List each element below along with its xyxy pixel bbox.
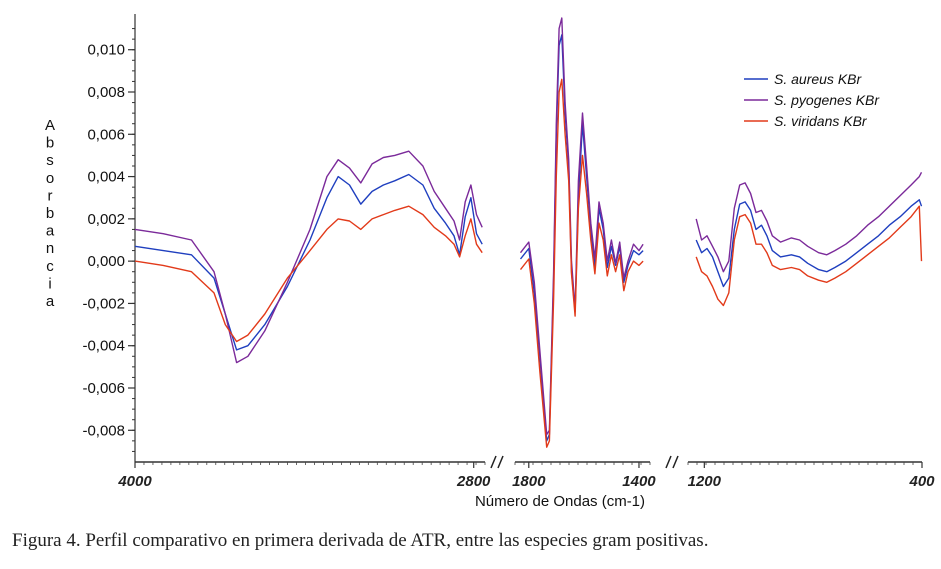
y-tick-label: 0,008 [87, 84, 125, 101]
series-line [134, 173, 483, 351]
y-tick-label: -0,006 [82, 380, 125, 397]
y-axis-title-letter: a [46, 293, 55, 310]
y-axis-title-letter: b [46, 135, 54, 152]
series-line [519, 78, 644, 448]
x-tick-label: 400 [908, 473, 935, 490]
break-slash [490, 455, 497, 469]
y-tick-label: -0,008 [82, 422, 125, 439]
figure-caption: Figura 4. Perfil comparativo en primera … [12, 530, 709, 551]
series-line [695, 205, 923, 307]
legend-label: S. viridans KBr [774, 113, 868, 129]
x-tick-label: 1200 [688, 473, 722, 490]
series-line [134, 205, 483, 343]
series-line [519, 34, 644, 442]
y-tick-label: -0,002 [82, 295, 125, 312]
legend-label: S. pyogenes KBr [774, 92, 880, 108]
break-slash [672, 455, 679, 469]
y-tick-label: -0,004 [82, 338, 125, 355]
x-tick-label: 2800 [456, 473, 491, 490]
y-axis-title-letter: r [48, 187, 53, 204]
y-tick-label: 0,002 [87, 211, 125, 228]
series-line [695, 199, 923, 288]
legend: S. aureus KBr S. pyogenes KBr S. viridans … [744, 71, 880, 129]
x-tick-label: 1400 [622, 473, 656, 490]
legend-label: S. aureus KBr [774, 71, 862, 87]
y-tick-label: 0,010 [87, 42, 125, 59]
y-axis-title-letter: b [46, 205, 54, 222]
y-tick-label: 0,006 [87, 126, 125, 143]
break-slash [497, 455, 504, 469]
y-tick-label: 0,000 [87, 253, 125, 270]
series-line [519, 17, 644, 436]
spectrum-chart: 0,010 0,008 0,006 0,004 0,002 0,000 -0,002 -0,0… [45, 14, 935, 510]
y-axis-title-letter: a [46, 223, 55, 240]
y-axis-title-letter: s [46, 152, 54, 169]
x-tick-label: 4000 [117, 473, 152, 490]
break-slash [665, 455, 672, 469]
x-axis-break-mark [665, 455, 679, 469]
y-axis-title-letter: A [45, 117, 55, 134]
x-axis-title: Número de Ondas (cm-1) [475, 493, 645, 510]
series-line [134, 150, 483, 364]
x-tick-label: 1800 [512, 473, 546, 490]
y-axis-title-letter: i [48, 275, 51, 292]
y-axis-title-letter: o [46, 170, 54, 187]
y-axis-title-letter: n [46, 240, 54, 257]
series-line [695, 171, 923, 273]
y-axis-title-letter: c [46, 258, 54, 275]
y-tick-label: 0,004 [87, 169, 125, 186]
series-3 [134, 78, 923, 448]
x-axis-break-mark [490, 455, 504, 469]
